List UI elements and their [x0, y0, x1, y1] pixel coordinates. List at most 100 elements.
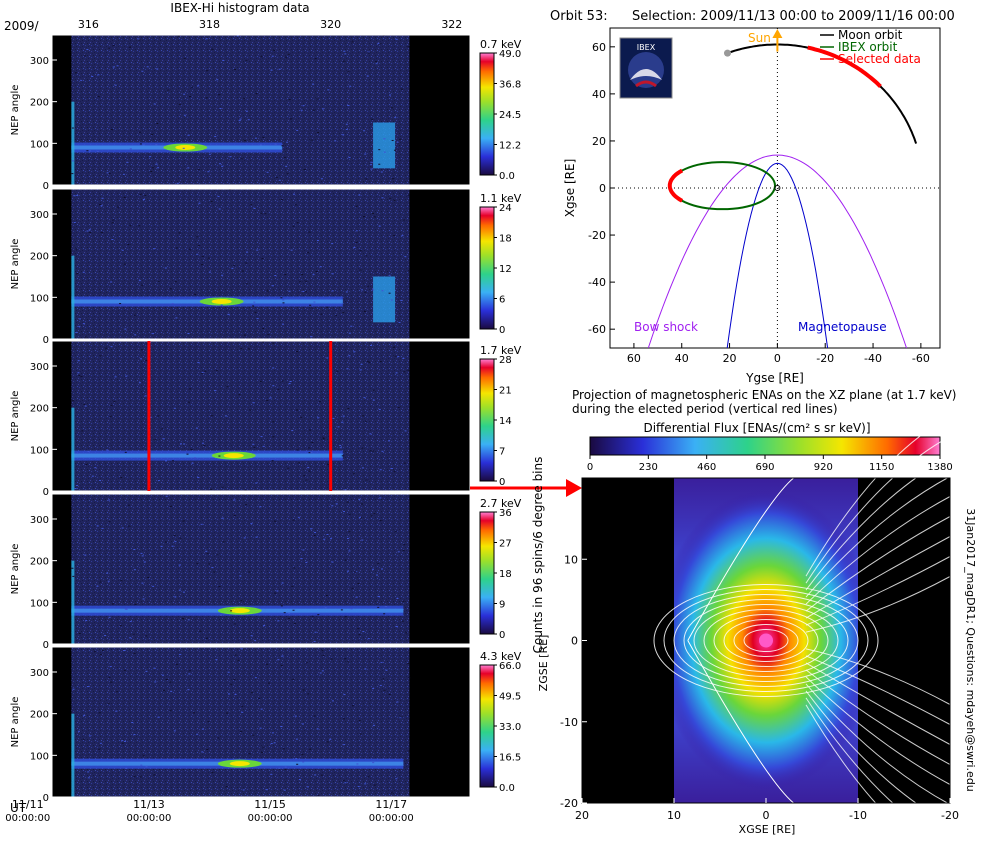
speckle	[352, 473, 355, 475]
speckle	[125, 608, 128, 610]
speckle	[82, 271, 85, 273]
speckle	[155, 163, 158, 165]
speckle	[316, 728, 319, 730]
speckle	[343, 694, 346, 696]
speckle	[278, 179, 281, 181]
y-tick-label: -10	[560, 716, 578, 729]
colorbar-tick-label: 920	[814, 462, 833, 473]
speckle	[293, 623, 296, 625]
speckle	[272, 342, 275, 344]
colorbar-tick-label: 1150	[869, 462, 894, 473]
speckle	[149, 416, 152, 418]
speckle	[241, 270, 244, 272]
speckle	[96, 585, 99, 587]
speckle	[240, 648, 243, 650]
speckle	[112, 44, 115, 46]
speckle	[404, 430, 407, 432]
speckle	[82, 323, 85, 325]
speckle	[233, 499, 236, 501]
speckle	[84, 405, 87, 407]
speckle	[262, 445, 265, 447]
field-line	[713, 614, 819, 667]
panel-frame	[51, 493, 471, 645]
speckle	[226, 712, 229, 714]
speckle	[129, 224, 132, 226]
speckle	[107, 580, 110, 582]
speckle	[266, 290, 269, 292]
speckle	[291, 585, 294, 587]
speckle	[254, 677, 257, 679]
speckle	[108, 616, 111, 618]
speckle	[364, 420, 367, 422]
speckle	[308, 429, 311, 431]
speckle	[407, 369, 410, 371]
speckle	[116, 65, 119, 67]
speckle	[107, 702, 110, 704]
speckle	[306, 786, 309, 788]
speckle	[76, 484, 79, 486]
y-tick-label: 200	[30, 557, 49, 568]
speckle	[292, 678, 295, 680]
y-tick-label: 100	[30, 293, 49, 304]
speckle	[303, 475, 306, 477]
speckle	[281, 323, 284, 325]
panel-frame	[51, 340, 471, 492]
speckle	[160, 545, 163, 547]
speckle	[281, 582, 284, 584]
speckle	[227, 671, 230, 673]
speckle	[196, 733, 199, 735]
speckle	[183, 93, 186, 95]
speckle	[74, 488, 77, 490]
speckle	[176, 182, 179, 184]
speckle	[219, 614, 222, 616]
speckle	[341, 421, 344, 423]
speckle	[241, 711, 244, 713]
onset-spike	[71, 560, 75, 644]
speckle	[372, 289, 375, 291]
speckle	[331, 505, 334, 507]
band-peak-core	[229, 608, 250, 614]
speckle	[101, 527, 104, 529]
speckle	[211, 567, 214, 569]
speckle	[187, 689, 190, 691]
speckle	[288, 383, 291, 385]
speckle	[197, 245, 200, 247]
speckle	[180, 443, 183, 445]
speckle	[73, 221, 76, 223]
speckle	[171, 545, 174, 547]
speckle	[346, 368, 349, 370]
ibex-logo: IBEX	[619, 37, 673, 99]
speckle	[119, 625, 122, 627]
speckle	[144, 194, 147, 196]
speckle	[362, 631, 365, 633]
speckle	[395, 778, 398, 780]
speckle	[348, 156, 351, 158]
speckle	[182, 618, 185, 620]
colorbar-tick-label: 16.5	[499, 753, 521, 764]
speckle	[264, 213, 267, 215]
speckle	[171, 460, 174, 462]
speckle	[211, 771, 214, 773]
speckle	[287, 53, 290, 55]
speckle	[407, 750, 410, 752]
field-line	[703, 609, 829, 672]
speckle	[320, 774, 323, 776]
speckle	[390, 467, 393, 469]
speckle	[151, 167, 154, 169]
speckle	[81, 430, 84, 432]
field-line	[805, 704, 928, 850]
speckle	[362, 415, 365, 417]
field-line	[805, 556, 951, 626]
counts-axis-label: Counts in 96 spins/6 degree bins	[531, 457, 545, 654]
speckle	[73, 195, 76, 197]
speckle	[361, 447, 364, 449]
speckle	[138, 39, 141, 41]
speckle	[359, 369, 362, 371]
speckle	[260, 436, 263, 438]
speckle	[152, 333, 155, 335]
speckle	[226, 386, 229, 388]
speckle	[355, 596, 358, 598]
panel-frame	[51, 646, 471, 798]
field-line	[733, 624, 799, 657]
x-tick-label: 0	[763, 809, 770, 822]
